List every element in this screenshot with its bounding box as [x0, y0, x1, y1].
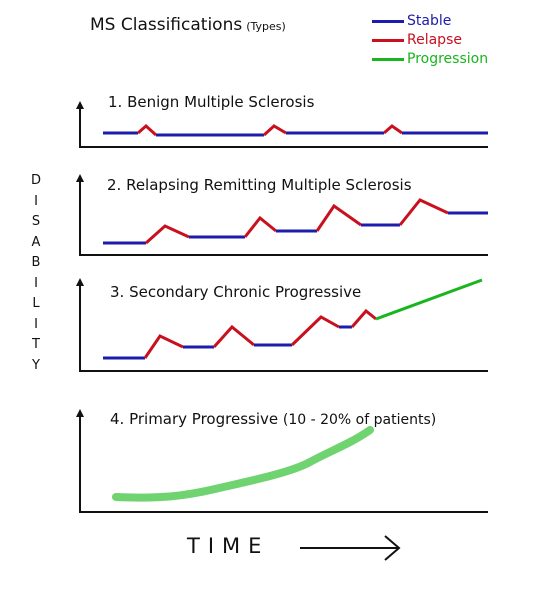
relapse-segment [137, 123, 158, 137]
panel-2-lines [103, 198, 488, 245]
diagram-title: MS Classifications (Types) [90, 15, 286, 35]
y-axis-letter: Y [32, 357, 40, 373]
legend-label-progression: Progression [407, 51, 489, 67]
relapse-segment [243, 215, 277, 238]
relapse-segment [262, 124, 287, 137]
relapse-segment [143, 334, 184, 359]
axis-arrowheads [76, 101, 84, 417]
title-suffix: (Types) [246, 20, 286, 33]
y-axis-letter: T [32, 337, 40, 352]
panel-2-axes [79, 179, 488, 256]
y-axis-letter: D [30, 173, 41, 188]
legend-swatch-relapse [372, 38, 404, 42]
x-axis-label: TIME [187, 534, 270, 558]
panel-4-title: 4. Primary Progressive [110, 410, 279, 428]
y-axis-letter: S [31, 214, 41, 229]
y-axis-letter: I [34, 193, 38, 209]
panel-4-arrowhead [76, 409, 84, 417]
relapse-segment [212, 324, 255, 349]
y-axis-letter: A [31, 234, 41, 250]
relapse-segment [144, 224, 190, 245]
legend-label-stable: Stable [407, 13, 452, 29]
relapse-segment [383, 124, 403, 135]
panel-4-progression-curve [112, 426, 374, 502]
panel-3-arrowhead [76, 278, 84, 286]
panel-1-label: 1. Benign Multiple Sclerosis [108, 93, 315, 111]
panel-1-arrowhead [76, 101, 84, 109]
panel-4-label: 4. Primary Progressive (10 - 20% of pati… [110, 410, 436, 428]
relapse-segment [398, 198, 449, 226]
legend-swatch-progression [372, 57, 404, 61]
panel-1-axes [79, 107, 488, 148]
legend-item-progression: Progression [372, 50, 488, 68]
title-text: MS Classifications [90, 15, 243, 35]
progression-segment [375, 278, 483, 321]
panel-1-lines [103, 123, 488, 137]
panel-3-axes [79, 283, 488, 372]
y-axis-letter: B [31, 255, 41, 270]
time-arrow-head [384, 535, 401, 561]
y-axis-letter: I [34, 316, 38, 332]
relapse-segment [315, 203, 362, 232]
y-axis-letter: I [34, 275, 38, 291]
relapse-segment [350, 308, 377, 328]
time-arrow [300, 535, 401, 561]
legend-item-relapse: Relapse [372, 31, 462, 49]
panel-3-label: 3. Secondary Chronic Progressive [110, 283, 362, 301]
panel-2-label: 2. Relapsing Remitting Multiple Sclerosi… [107, 176, 412, 194]
panel-3-lines [103, 278, 483, 360]
panel-4-axes [79, 414, 488, 513]
legend-label-relapse: Relapse [407, 32, 462, 48]
y-axis-letter: L [32, 296, 40, 311]
panel-2-arrowhead [76, 174, 84, 182]
axes [79, 107, 488, 513]
legend-swatch-stable [372, 19, 404, 23]
relapse-segment [290, 315, 340, 347]
legend-item-stable: Stable [372, 12, 451, 30]
panel-4-note: (10 - 20% of patients) [282, 412, 437, 428]
